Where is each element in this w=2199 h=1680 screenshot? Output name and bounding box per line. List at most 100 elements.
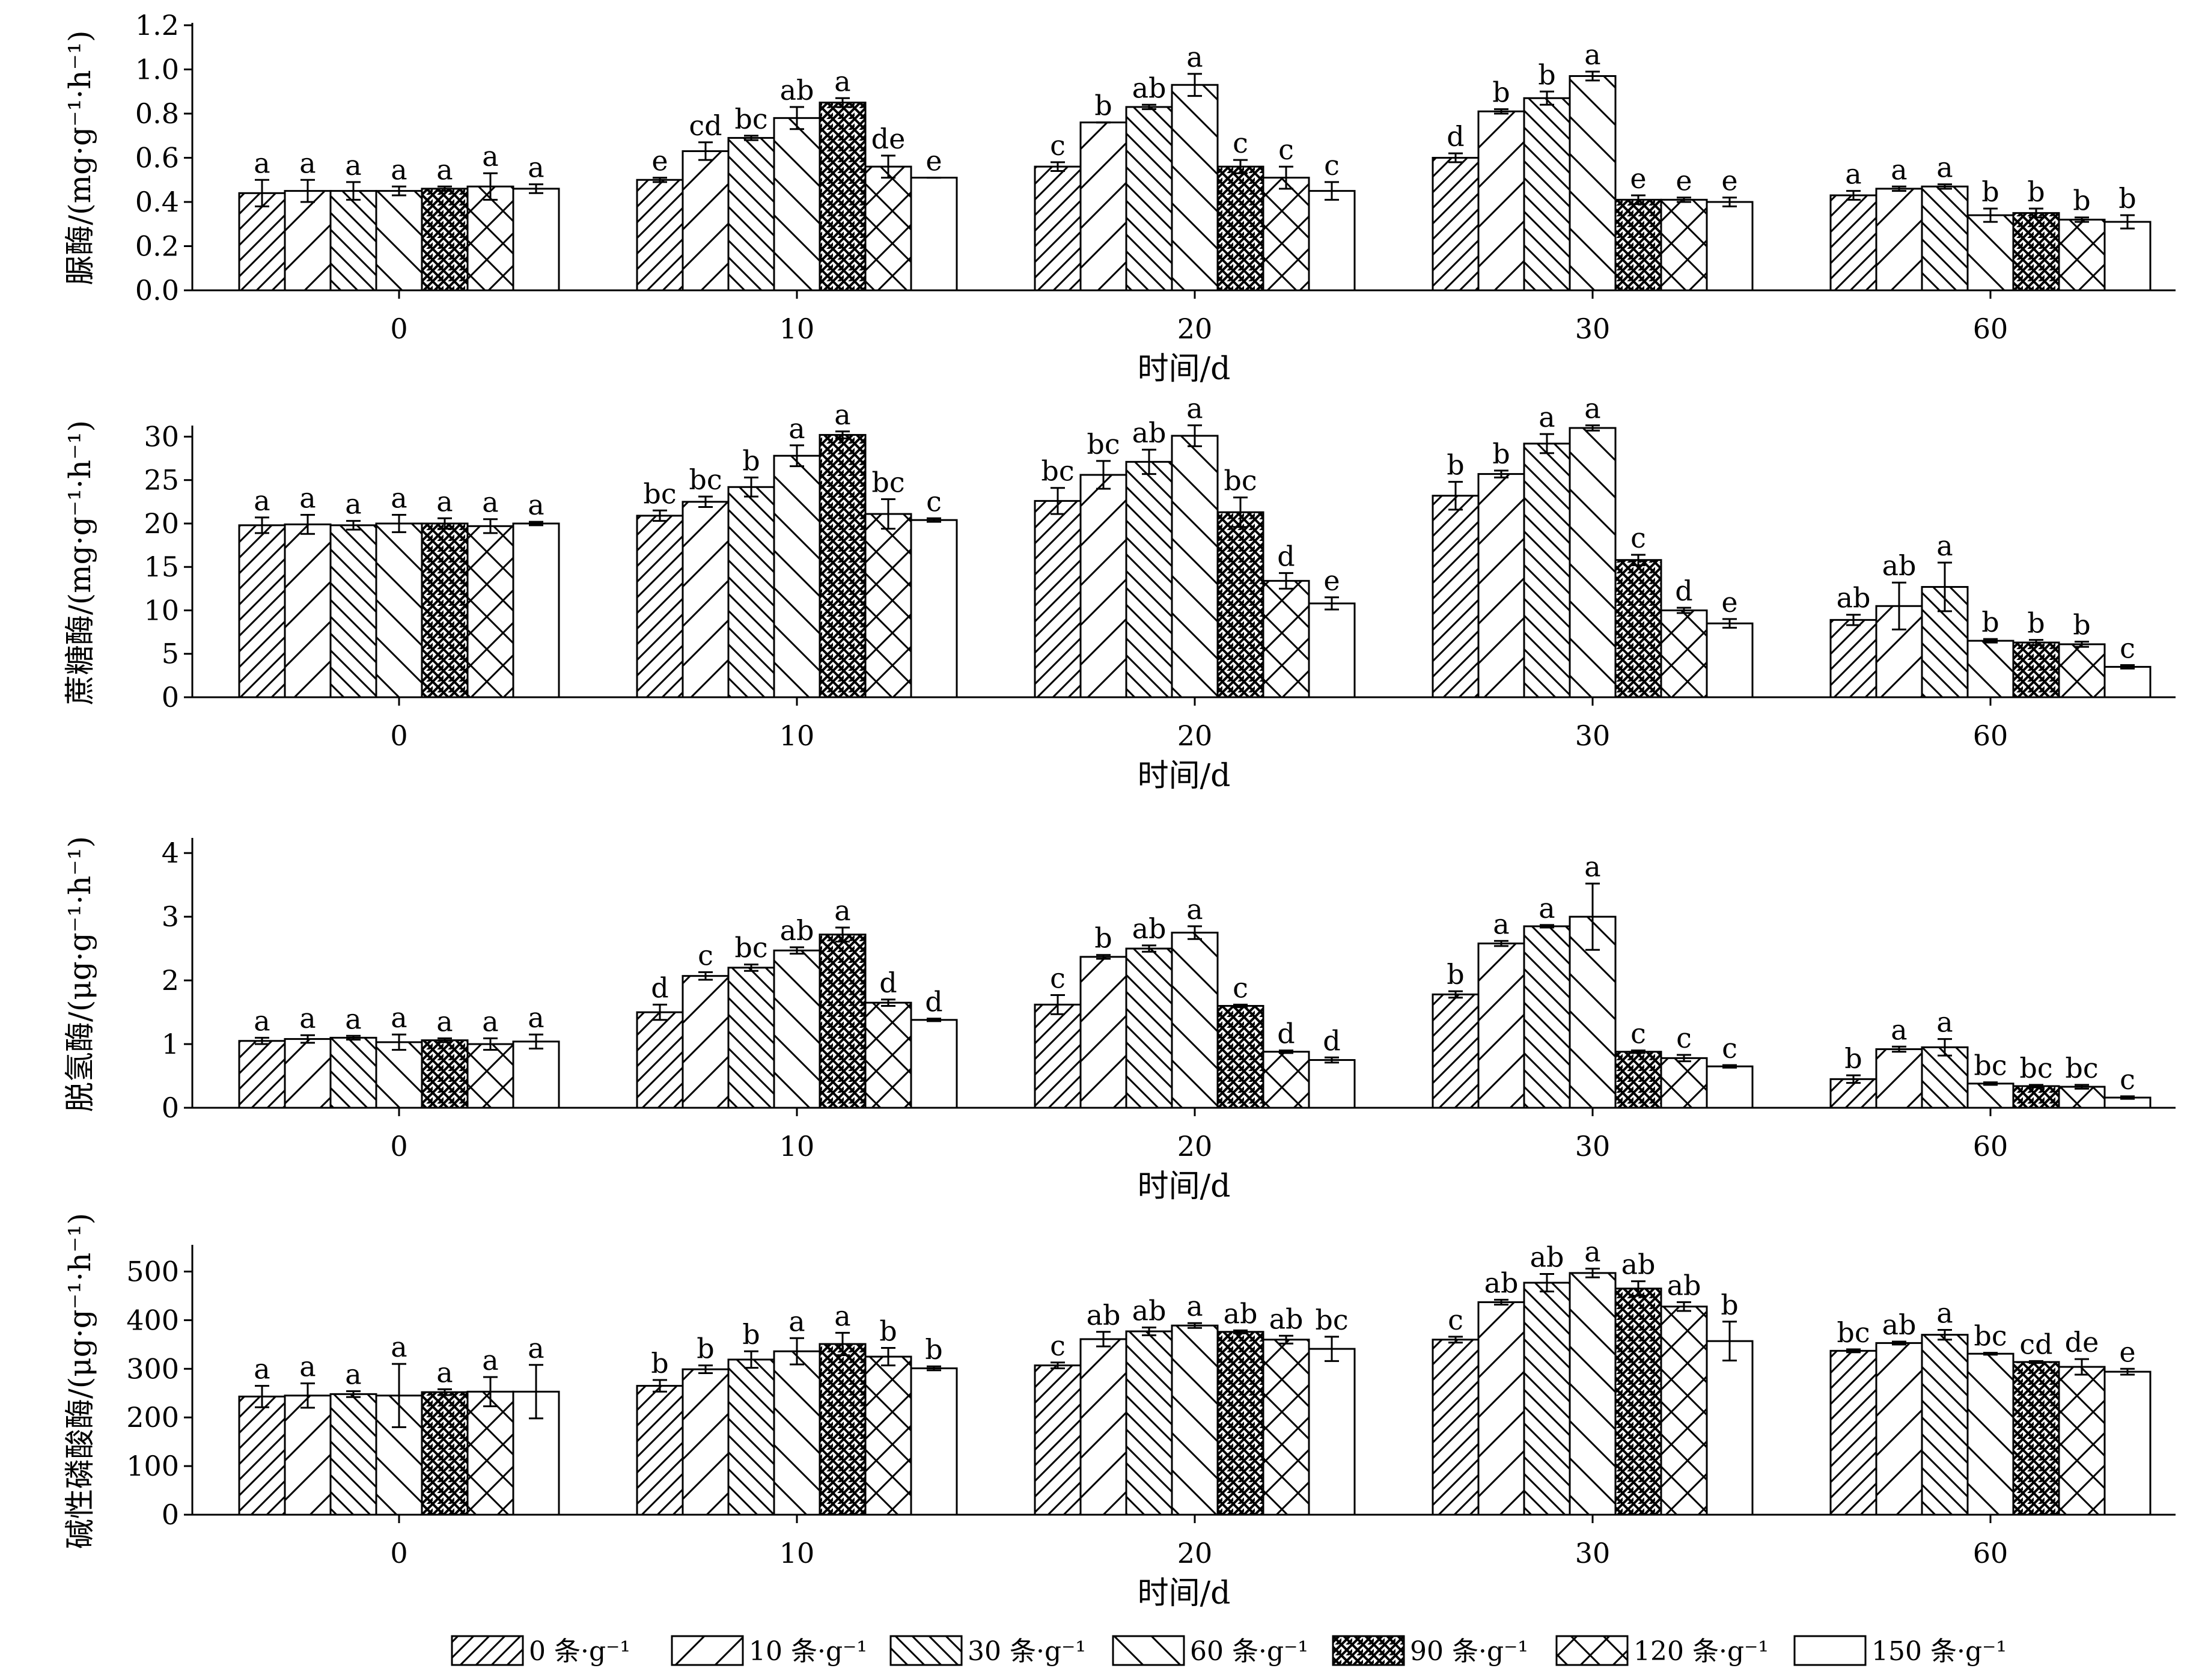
bar xyxy=(284,1394,332,1516)
error-bar xyxy=(1448,990,1463,999)
error-bar xyxy=(881,498,895,530)
y-tick-label: 400 xyxy=(126,1304,179,1336)
significance-letter: a xyxy=(299,1351,316,1383)
bar xyxy=(2012,641,2060,698)
error-bar xyxy=(1631,194,1645,206)
bar xyxy=(636,1385,684,1516)
significance-letter: c xyxy=(1676,1022,1692,1054)
x-tick-label: 10 xyxy=(779,1537,815,1569)
significance-letter: b xyxy=(2073,609,2090,641)
error-bar xyxy=(881,1346,895,1367)
error-bar xyxy=(529,1033,543,1049)
bar xyxy=(727,967,775,1109)
significance-letter: a xyxy=(436,1356,453,1388)
significance-letter: c xyxy=(1278,133,1294,166)
error-bar xyxy=(927,1018,941,1022)
error-bar xyxy=(1983,1081,1998,1086)
error-bar xyxy=(744,476,758,498)
bar xyxy=(682,501,730,698)
bar xyxy=(329,524,377,698)
significance-letter: d xyxy=(925,986,942,1018)
significance-letter: a xyxy=(788,1305,805,1337)
x-tick-label: 60 xyxy=(1973,1537,2008,1569)
error-bar xyxy=(1722,1064,1737,1069)
error-bar xyxy=(346,181,361,201)
error-bar xyxy=(1892,1045,1906,1053)
significance-letter: a xyxy=(436,485,453,518)
bar xyxy=(1614,1051,1662,1109)
bar xyxy=(1216,1004,1264,1109)
bar xyxy=(238,1395,286,1516)
error-bar xyxy=(2075,1358,2089,1376)
y-tick-label: 200 xyxy=(126,1401,179,1434)
x-tick-label: 30 xyxy=(1575,313,1611,345)
error-bar xyxy=(698,1364,713,1375)
bar xyxy=(1706,622,1754,698)
error-bar xyxy=(1325,1056,1339,1064)
significance-letter: c xyxy=(1722,1032,1737,1065)
legend-item: 0 条·g⁻¹ xyxy=(451,1635,630,1667)
error-bar xyxy=(790,1337,804,1366)
bar xyxy=(1523,97,1571,292)
significance-letter: b xyxy=(1538,58,1555,91)
significance-letter: ab xyxy=(1132,912,1167,945)
bar xyxy=(1432,157,1480,292)
error-bar xyxy=(2075,641,2089,648)
significance-letter: a xyxy=(299,147,316,179)
error-bar xyxy=(1188,1322,1202,1329)
significance-letter: e xyxy=(1323,564,1340,597)
significance-letter: bc xyxy=(1974,1320,2007,1352)
significance-letter: e xyxy=(926,145,942,177)
significance-letter: bc xyxy=(871,466,904,499)
significance-letter: d xyxy=(1277,540,1295,572)
bar xyxy=(727,136,775,292)
error-bar xyxy=(1325,1336,1339,1362)
error-bar xyxy=(1938,183,1952,190)
error-bar xyxy=(1051,487,1065,515)
error-bar xyxy=(790,946,804,955)
error-bar xyxy=(1585,1268,1600,1278)
bar xyxy=(1660,609,1708,698)
significance-letter: a xyxy=(1936,151,1953,184)
significance-letter: ab xyxy=(1132,417,1167,449)
y-tick-label: 1 xyxy=(162,1028,179,1060)
y-tick-label: 0.6 xyxy=(135,142,179,174)
bar xyxy=(466,525,514,698)
significance-letter: b xyxy=(1447,449,1464,481)
bar xyxy=(1171,435,1219,698)
bar xyxy=(1216,165,1264,292)
error-bar xyxy=(2120,1095,2135,1100)
bar xyxy=(375,190,423,292)
error-bar xyxy=(392,1363,406,1428)
bar xyxy=(1262,177,1310,292)
y-tick-label: 0 xyxy=(162,1498,179,1531)
bar xyxy=(2012,212,2060,292)
bar xyxy=(636,515,684,698)
legend-label: 10 条·g⁻¹ xyxy=(749,1636,867,1667)
bar xyxy=(1966,640,2014,698)
bar xyxy=(512,188,560,292)
y-tick-label: 20 xyxy=(144,507,179,540)
significance-letter: b xyxy=(1447,958,1464,991)
error-bar xyxy=(1892,185,1906,192)
bar xyxy=(1034,499,1082,698)
bar xyxy=(1921,185,1969,292)
error-bar xyxy=(1142,944,1156,953)
significance-letter: b xyxy=(1721,1289,1738,1321)
error-bar xyxy=(1142,103,1156,111)
significance-letter: a xyxy=(528,151,544,184)
significance-letter: c xyxy=(1630,522,1646,554)
significance-letter: a xyxy=(834,1300,850,1332)
error-bar xyxy=(2120,1367,2135,1376)
bar xyxy=(421,1391,469,1516)
error-bar xyxy=(1051,1361,1065,1369)
bar xyxy=(1216,1331,1264,1516)
significance-letter: ab xyxy=(1224,1297,1258,1330)
y-tick-label: 0.2 xyxy=(135,230,179,263)
significance-letter: ab xyxy=(1132,72,1167,104)
significance-letter: e xyxy=(1721,586,1737,619)
bar xyxy=(1706,1340,1754,1516)
significance-letter: ab xyxy=(780,914,814,947)
error-bar xyxy=(1846,1348,1861,1354)
error-bar xyxy=(300,1034,315,1044)
